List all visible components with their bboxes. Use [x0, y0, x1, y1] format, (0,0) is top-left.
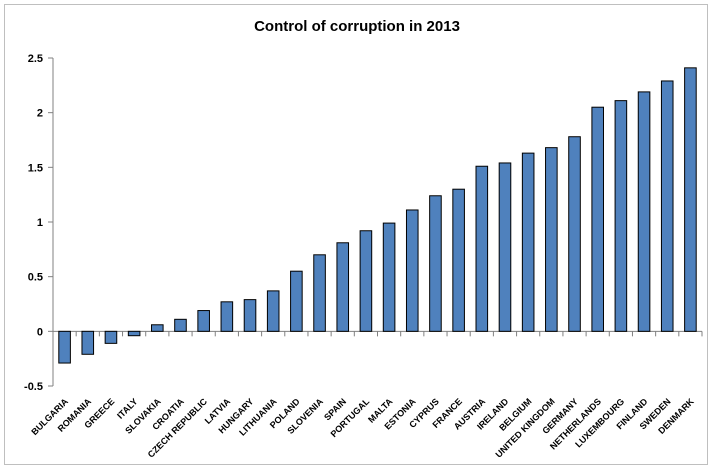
- bar: [452, 188, 465, 332]
- bar: [313, 254, 326, 332]
- bar: [568, 136, 581, 332]
- bar: [104, 330, 118, 344]
- bar: [197, 310, 210, 332]
- bar: [58, 330, 71, 364]
- bar: [127, 330, 141, 337]
- bar: [660, 80, 674, 332]
- y-tick-label: -0.5: [24, 381, 43, 393]
- bar: [521, 152, 535, 332]
- chart-container: Control of corruption in 2013 -0.5 0 0.5 1 1…: [4, 4, 708, 465]
- bars-group: [58, 67, 697, 364]
- bar: [382, 222, 396, 332]
- y-tick-label: 2.5: [28, 53, 43, 65]
- bar: [637, 91, 651, 332]
- bar-chart: Control of corruption in 2013 -0.5 0 0.5 1 1…: [24, 18, 703, 460]
- bar: [174, 318, 187, 332]
- y-tick-label: 2: [37, 108, 43, 120]
- bar: [405, 209, 419, 332]
- bar: [429, 195, 442, 332]
- chart-title: Control of corruption in 2013: [254, 18, 460, 35]
- y-tick-label: 0: [37, 326, 43, 338]
- bar: [290, 270, 303, 332]
- bar: [545, 147, 558, 332]
- x-axis-labels: BULGARIAROMANIAGREECEITALYSLOVAKIACROATI…: [29, 396, 696, 460]
- bar: [498, 162, 512, 332]
- bar: [81, 330, 95, 355]
- bar: [151, 324, 164, 332]
- y-tick-label: 1: [37, 217, 43, 229]
- bar: [684, 67, 697, 332]
- bar: [336, 242, 350, 332]
- bar: [591, 106, 604, 332]
- bar: [243, 299, 257, 332]
- bar: [266, 290, 280, 332]
- y-tick-label: 1.5: [28, 162, 43, 174]
- bar: [614, 100, 628, 332]
- bar: [359, 230, 373, 332]
- y-tick-label: 0.5: [28, 272, 43, 284]
- bar: [475, 165, 489, 332]
- bar: [220, 301, 234, 332]
